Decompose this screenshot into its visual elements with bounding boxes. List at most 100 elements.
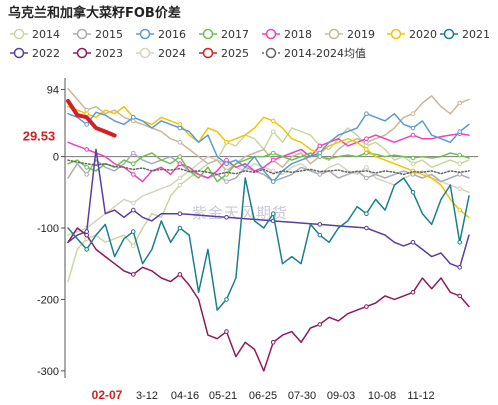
data-point xyxy=(270,157,276,163)
data-point xyxy=(457,293,463,299)
plot-area xyxy=(66,87,470,372)
data-point xyxy=(177,154,183,159)
data-point xyxy=(457,265,463,270)
data-point xyxy=(270,168,276,174)
data-point xyxy=(177,125,183,131)
legend-item-2017[interactable]: 2017 xyxy=(199,28,249,41)
data-point xyxy=(457,161,463,166)
x-tick-label: 06-25 xyxy=(249,390,277,402)
data-point xyxy=(410,240,416,245)
legend-label: 2015 xyxy=(95,28,123,41)
data-point xyxy=(410,190,416,195)
legend-label: 2023 xyxy=(95,47,123,60)
legend-label: 2019 xyxy=(347,28,375,41)
data-point xyxy=(131,229,136,234)
data-point xyxy=(364,147,369,152)
legend-item-2015[interactable]: 2015 xyxy=(73,28,123,41)
y-tick-label: 94 xyxy=(47,84,59,96)
data-point xyxy=(224,329,229,334)
data-point xyxy=(317,143,323,149)
data-point xyxy=(364,111,369,116)
series-2015 xyxy=(67,150,470,184)
x-tick-label: 09-03 xyxy=(327,390,355,402)
x-tick-label: 04-16 xyxy=(171,390,199,402)
series-line xyxy=(67,127,470,283)
data-point xyxy=(177,272,183,277)
data-point xyxy=(317,222,323,227)
data-point xyxy=(270,118,276,124)
data-point xyxy=(457,129,463,134)
legend-marker xyxy=(76,28,88,40)
series-2025 xyxy=(66,98,117,138)
data-point xyxy=(270,129,276,134)
legend-label: 2014-2024均值 xyxy=(284,47,366,60)
data-point xyxy=(131,243,136,249)
legend-item-2014-2024-avg[interactable]: 2014-2024均值 xyxy=(262,47,366,60)
data-point xyxy=(84,229,89,234)
data-point xyxy=(410,155,416,161)
data-point xyxy=(131,172,136,177)
data-point xyxy=(457,186,463,191)
legend-label: 2014 xyxy=(32,28,60,41)
data-point xyxy=(457,240,463,245)
x-tick-label: 07-30 xyxy=(288,390,316,402)
data-point xyxy=(364,211,369,216)
data-point xyxy=(177,225,183,231)
data-point xyxy=(410,290,416,295)
data-point xyxy=(457,207,463,213)
data-point xyxy=(131,161,136,166)
data-point xyxy=(270,179,276,184)
data-point xyxy=(177,211,183,216)
data-point xyxy=(177,182,183,188)
series-line xyxy=(67,227,470,372)
data-point xyxy=(270,150,276,156)
data-point xyxy=(317,154,323,159)
x-tick-label: 11-12 xyxy=(407,390,434,402)
highlight-label-bg xyxy=(20,126,58,145)
legend-marker xyxy=(443,28,455,40)
highlight-label: 29.53 xyxy=(23,128,56,143)
data-point xyxy=(84,107,89,113)
legend-item-2023[interactable]: 2023 xyxy=(73,47,123,60)
legend-item-2018[interactable]: 2018 xyxy=(262,28,312,41)
y-tick-label: -100 xyxy=(37,223,59,235)
data-point xyxy=(317,172,323,177)
data-point xyxy=(317,232,323,238)
legend-item-2016[interactable]: 2016 xyxy=(136,28,186,41)
data-point xyxy=(84,122,89,127)
legend-item-2019[interactable]: 2019 xyxy=(325,28,375,41)
legend-marker xyxy=(139,28,151,40)
legend-item-2024[interactable]: 2024 xyxy=(136,47,186,60)
data-point xyxy=(364,136,369,141)
series-2023 xyxy=(67,227,470,372)
data-point xyxy=(364,165,369,170)
data-point xyxy=(457,100,463,106)
legend-item-2014[interactable]: 2014 xyxy=(10,28,60,41)
legend-label: 2016 xyxy=(158,28,186,41)
legend-label: 2025 xyxy=(221,47,249,60)
x-tick-label: 10-08 xyxy=(368,390,396,402)
series-line xyxy=(67,159,470,176)
data-point xyxy=(364,225,369,231)
data-point xyxy=(131,200,136,206)
legend-marker xyxy=(202,28,214,40)
data-point xyxy=(131,150,136,156)
data-point xyxy=(177,140,183,145)
legend-marker xyxy=(265,28,277,40)
data-point xyxy=(410,111,416,116)
data-point xyxy=(131,115,136,120)
legend-item-2025[interactable]: 2025 xyxy=(199,47,249,60)
legend-marker xyxy=(13,28,25,40)
legend-item-2020[interactable]: 2020 xyxy=(387,28,437,41)
legend-marker xyxy=(390,28,402,40)
x-tick-label: 02-07 xyxy=(92,388,123,402)
legend-item-2022[interactable]: 2022 xyxy=(10,47,60,60)
data-point xyxy=(224,215,229,220)
data-point xyxy=(317,150,323,156)
data-point xyxy=(84,165,89,170)
x-tick-label: 3-12 xyxy=(136,390,158,402)
y-tick-label: -300 xyxy=(37,366,59,378)
series-2016 xyxy=(67,111,470,184)
legend-item-2021[interactable]: 2021 xyxy=(440,28,490,41)
